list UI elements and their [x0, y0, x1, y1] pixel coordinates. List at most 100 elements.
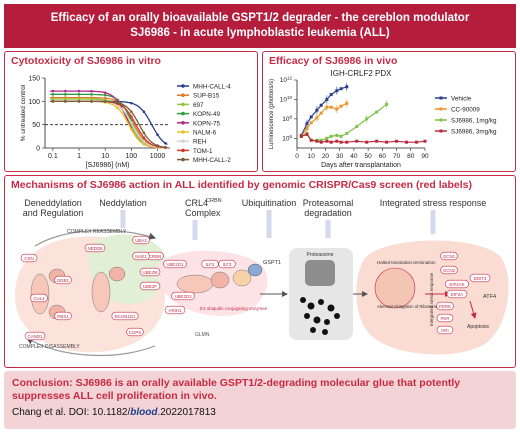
label-e3-enzymes: E3 ubiquitin conjugating enzymes — [200, 306, 268, 311]
series-2-point-8 — [339, 134, 343, 138]
series-1-point-4 — [319, 111, 323, 115]
legend-label-4: KOPN-75 — [193, 120, 220, 127]
point-mhh-call-2-3 — [90, 100, 93, 103]
series-1-point-6 — [329, 105, 333, 109]
legend-label-2: 697 — [193, 102, 204, 109]
curve-mhh-call-4 — [50, 100, 168, 145]
series-3-point-5 — [325, 139, 329, 143]
point-kopn-75-0 — [51, 89, 55, 93]
cullin-complex-crl4 — [176, 263, 263, 294]
legend-label-1: SUP-B15 — [193, 93, 220, 100]
x-tick-label-0: 0.1 — [48, 153, 58, 160]
series-3-point-9 — [345, 140, 349, 144]
point-697-1 — [64, 97, 67, 101]
gene-label-uba3: UBA3 — [135, 238, 147, 243]
panel-efficacy-in-vivo: Efficacy of SJ6986 in vivo IGH-CRLF2 PDX… — [262, 51, 516, 172]
panel-title-in-vitro: Cytotoxicity of SJ6986 in vitro — [11, 55, 161, 67]
series-3-point-15 — [405, 140, 409, 144]
citation-journal: blood — [130, 407, 158, 418]
y-tick-label-1: 50 — [32, 122, 40, 129]
gene-label-dcun1d1: DCUN1D1 — [115, 314, 136, 319]
point-kopn-75-4 — [103, 91, 107, 95]
gene-label-ube2g1: UBE2G1 — [166, 262, 184, 267]
series-1-point-2 — [309, 121, 313, 125]
gene-node-hri — [436, 325, 454, 335]
x-tick-label-1: 1 — [77, 153, 81, 160]
label-apoptosis: Apoptosis — [467, 324, 489, 330]
series-3-point-8 — [339, 140, 343, 144]
proteasome-core — [305, 260, 335, 286]
series-3-point-1 — [305, 132, 309, 136]
gene-node-layer: CAND1 CUL4 RBX1 DDB1 CSN CRBN NEDD8 UBA3 NAE1 UBE… — [20, 235, 491, 341]
x-tick-label-7: 70 — [393, 153, 401, 160]
legend-label-0: Vehicle — [451, 96, 472, 103]
series-line-1 — [300, 102, 348, 137]
legend-marker-6 — [181, 139, 185, 143]
label-isr-vertical: Integrated stress response — [429, 272, 434, 326]
x-tick-label-4: 40 — [350, 153, 358, 160]
gene-label-ddit3: DDIT3 — [474, 276, 487, 281]
chart-title: IGH-CRLF2 PDX — [331, 69, 393, 78]
series-line-0 — [300, 86, 347, 136]
dose-response-chart: 0 50 100 150 0.1 1 10 100 1000 [SJ6986] (nM) % unt… — [20, 76, 231, 170]
gene-node-dcun1d1 — [111, 311, 139, 321]
series-3-point-4 — [319, 140, 323, 144]
graphical-abstract-header: Efficacy of an orally bioavailable GSPT1… — [4, 4, 516, 48]
legend-marker-4 — [181, 121, 185, 125]
gene-label-cand1: CAND1 — [28, 334, 43, 339]
y-tick-label-2: 1010 — [280, 95, 293, 104]
point-tom-1-7 — [142, 136, 146, 139]
gene-label-ilf3: ILF3 — [223, 262, 232, 267]
citation: Chang et al. DOI: 10.1182/blood.20220178… — [12, 406, 508, 419]
legend-marker-0 — [439, 96, 443, 100]
citation-prefix: Chang et al. DOI: 10.1182/ — [12, 407, 131, 418]
legend-label-6: REH — [193, 139, 207, 146]
gene-node-cul4 — [30, 293, 48, 303]
y-tick-label-1: 108 — [282, 114, 292, 123]
label-complex-disassembly: COMPLEX DISASSEMBLY — [19, 344, 80, 350]
stage-crl4: CRL4 — [185, 198, 208, 208]
gene-label-eif2ak: EIF2AK — [449, 282, 464, 287]
point-mhh-call-2-9 — [164, 145, 167, 149]
gene-node-uba3 — [132, 235, 150, 245]
stage-regulation: and Regulation — [23, 208, 84, 218]
gene-node-ube2f — [139, 281, 161, 291]
gene-label-cops: COPS — [129, 330, 142, 335]
stage-ubiquitination: Ubiquitination — [242, 198, 297, 208]
gene-node-ddb1 — [54, 275, 72, 285]
panel-mechanisms: Mechanisms of SJ6986 action in ALL ident… — [4, 175, 516, 368]
ribosome-unit — [374, 267, 416, 309]
point-kopn-49-0 — [51, 93, 55, 96]
panel-cytotoxicity-in-vitro: Cytotoxicity of SJ6986 in vitro 0 50 100 15… — [4, 51, 258, 172]
series-3-point-0 — [299, 134, 303, 138]
label-gspt1: GSPT1 — [263, 260, 281, 266]
gene-label-perk: PERK — [439, 304, 451, 309]
point-697-0 — [51, 97, 55, 101]
point-mhh-call-2-1 — [64, 100, 67, 103]
disassembly-arrow — [25, 337, 156, 357]
series-2-point-4 — [319, 138, 323, 142]
legend-label-3: SJ6986, 3mg/kg — [451, 129, 497, 136]
legend-label-7: TOM-1 — [193, 148, 213, 155]
gene-node-arih1 — [164, 305, 186, 315]
stage-neddylation: Neddylation — [99, 198, 147, 208]
stage-crl4-superscript: CRBN — [206, 198, 222, 204]
gene-node-pkr — [436, 313, 454, 323]
gene-node-eif2a — [446, 289, 468, 299]
x-tick-label-2: 10 — [101, 153, 109, 160]
legend-marker-5 — [181, 130, 185, 134]
header-title-line2: SJ6986 - in acute lymphoblastic leukemia… — [130, 27, 390, 39]
x-tick-label-3: 100 — [126, 153, 138, 160]
conclusion-label: Conclusion: — [12, 377, 73, 389]
series-3-point-3 — [315, 139, 319, 143]
series-3-point-17 — [423, 139, 427, 143]
point-mhh-call-2-4 — [103, 100, 107, 103]
stage-deneddylation: Deneddylation — [24, 198, 82, 208]
gene-label-crbn: CRBN — [149, 254, 161, 259]
label-glmn: GLMN — [195, 332, 210, 338]
gene-node-eif2ak — [445, 279, 469, 289]
y-axis-label: Luminescence (photons/s) — [269, 79, 275, 149]
point-nalm-6-6 — [130, 127, 133, 131]
point-mhh-call-4-7 — [142, 110, 146, 114]
gene-label-hri: HRI — [441, 328, 449, 333]
